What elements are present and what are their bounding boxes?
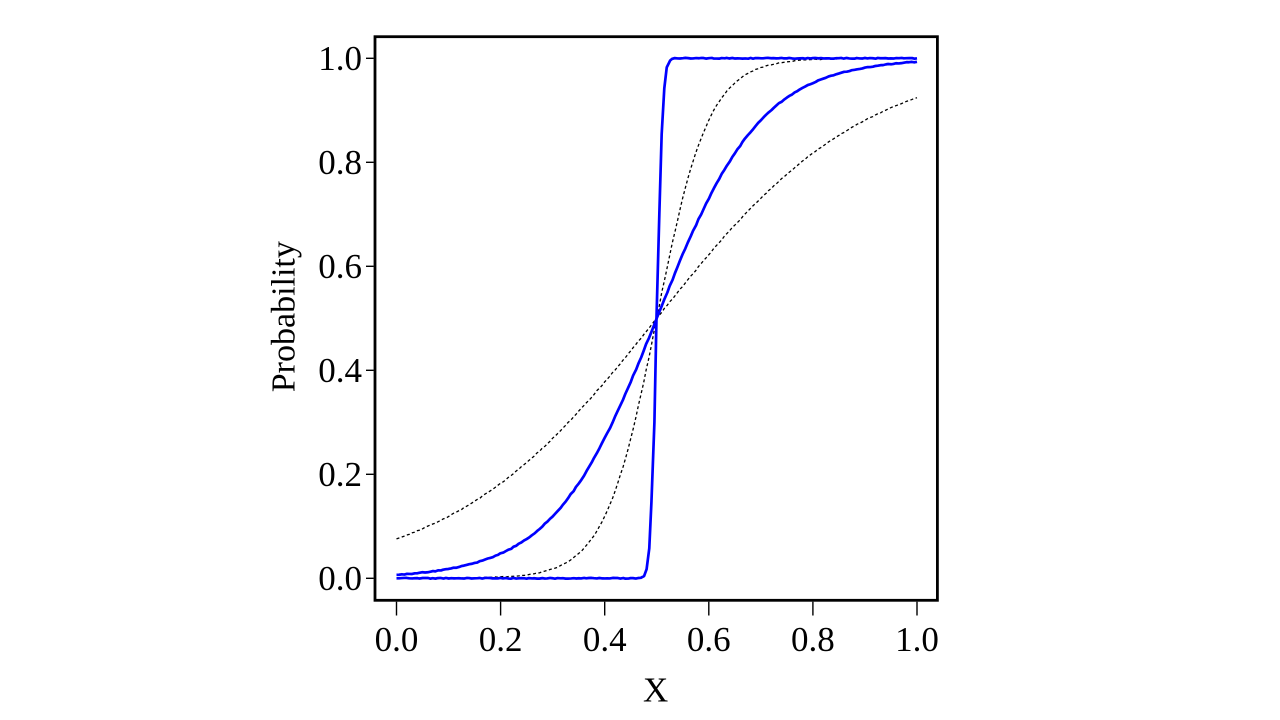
svg-text:0.2: 0.2 — [318, 455, 362, 494]
svg-text:0.8: 0.8 — [318, 143, 362, 182]
svg-text:1.0: 1.0 — [895, 620, 939, 659]
svg-text:1.0: 1.0 — [318, 39, 362, 78]
svg-text:0.6: 0.6 — [318, 247, 362, 286]
svg-text:0.0: 0.0 — [318, 559, 362, 598]
svg-text:0.8: 0.8 — [791, 620, 835, 659]
svg-text:0.4: 0.4 — [583, 620, 627, 659]
svg-text:0.6: 0.6 — [687, 620, 731, 659]
svg-text:X: X — [643, 671, 668, 710]
svg-text:Probability: Probability — [266, 241, 303, 392]
svg-text:0.4: 0.4 — [318, 351, 362, 390]
svg-text:0.0: 0.0 — [375, 620, 419, 659]
svg-text:0.2: 0.2 — [479, 620, 523, 659]
